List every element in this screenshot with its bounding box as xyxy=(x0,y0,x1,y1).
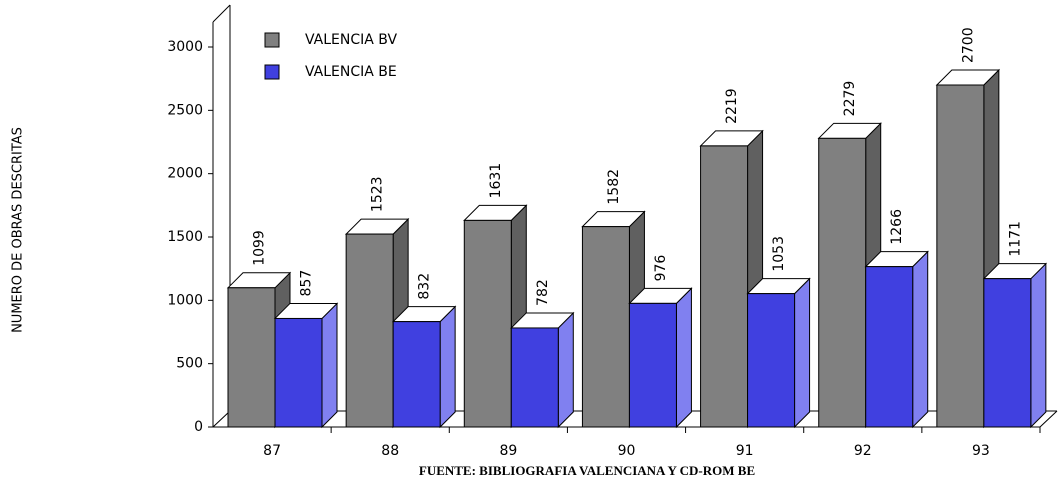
bar xyxy=(936,84,985,428)
bar xyxy=(392,321,441,428)
y-tick-label: 0 xyxy=(194,419,203,435)
value-label: 2219 xyxy=(724,88,740,124)
bar-side xyxy=(321,302,338,429)
y-tick-label: 2500 xyxy=(167,102,203,118)
x-tick-label: 90 xyxy=(618,443,636,459)
bar-side xyxy=(912,250,929,429)
bar xyxy=(345,233,394,428)
y-tick-label: 2000 xyxy=(167,166,203,182)
y-tick-label: 500 xyxy=(176,356,203,372)
value-label: 1171 xyxy=(1007,221,1023,257)
value-label: 976 xyxy=(653,255,669,282)
bar xyxy=(463,219,512,428)
bar xyxy=(983,278,1032,428)
bar xyxy=(510,327,559,428)
bar-side xyxy=(794,277,811,429)
value-label: 782 xyxy=(535,279,551,306)
x-tick-label: 91 xyxy=(736,443,754,459)
legend-swatch xyxy=(264,32,280,48)
legend-label: VALENCIA BV xyxy=(305,32,397,48)
bar xyxy=(865,266,914,428)
bar xyxy=(818,137,867,428)
bar xyxy=(628,302,677,428)
bar-side xyxy=(557,311,574,429)
x-tick-label: 87 xyxy=(263,443,281,459)
legend-swatch xyxy=(264,64,280,80)
bar-side xyxy=(675,287,692,429)
y-tick-label: 1500 xyxy=(167,229,203,245)
y-tick-label: 1000 xyxy=(167,292,203,308)
x-tick-label: 88 xyxy=(381,443,399,459)
value-label: 1099 xyxy=(252,230,268,266)
legend-label: VALENCIA BE xyxy=(305,64,397,80)
value-label: 857 xyxy=(299,270,315,297)
x-axis-label: FUENTE: BIBLIOGRAFIA VALENCIANA Y CD-ROM… xyxy=(419,463,755,478)
value-label: 1631 xyxy=(488,163,504,199)
value-label: 832 xyxy=(417,273,433,300)
x-tick-label: 93 xyxy=(972,443,990,459)
value-label: 1523 xyxy=(370,176,386,212)
value-label: 1582 xyxy=(606,169,622,205)
bar xyxy=(274,317,323,428)
bar-side xyxy=(439,305,456,429)
x-tick-label: 89 xyxy=(499,443,517,459)
value-label: 2279 xyxy=(842,81,858,117)
value-label: 1266 xyxy=(889,209,905,245)
bar xyxy=(581,226,630,428)
bar xyxy=(700,145,749,428)
bar xyxy=(227,287,276,428)
bar-side xyxy=(1030,262,1047,429)
y-axis-label: NUMERO DE OBRAS DESCRITAS xyxy=(11,127,26,333)
value-label: 1053 xyxy=(771,236,787,272)
bar xyxy=(747,293,796,428)
x-tick-label: 92 xyxy=(854,443,872,459)
y-tick-label: 3000 xyxy=(167,39,203,55)
value-label: 2700 xyxy=(960,27,976,63)
